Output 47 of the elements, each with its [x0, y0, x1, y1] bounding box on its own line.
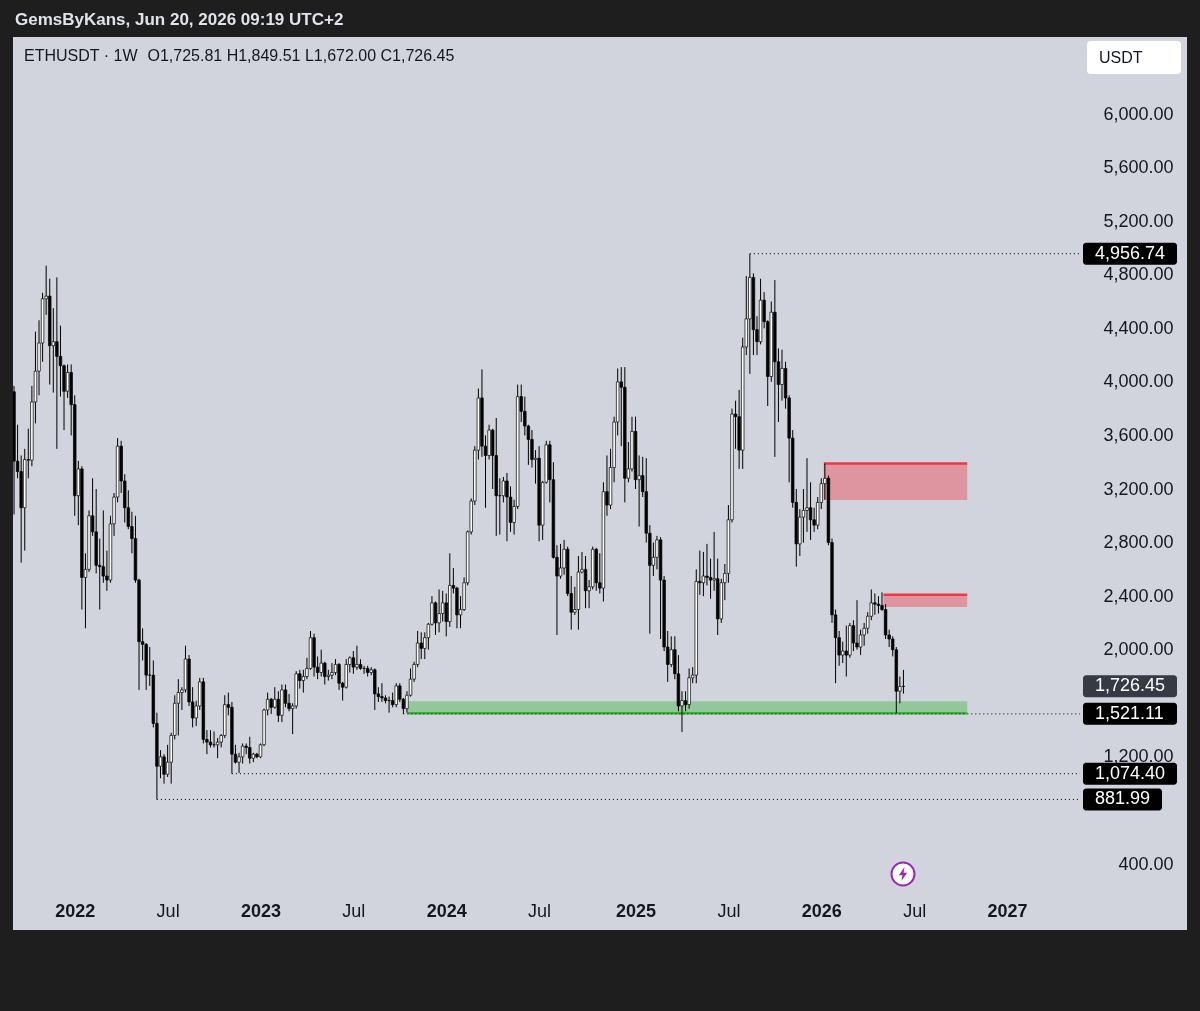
y-tick-label: 4,400.00	[1103, 317, 1174, 338]
x-tick-label: Jul	[156, 900, 180, 921]
candlestick	[176, 678, 180, 736]
y-tick-label: 3,600.00	[1103, 424, 1174, 445]
candlestick	[55, 276, 59, 450]
x-tick-label: 2025	[616, 900, 657, 921]
candlestick	[558, 543, 563, 580]
y-tick-label: 6,000.00	[1103, 103, 1174, 124]
y-tick-label: 2,800.00	[1103, 532, 1174, 553]
candlestick	[844, 625, 848, 677]
candlestick	[319, 649, 323, 677]
x-tick-label: Jul	[903, 900, 927, 921]
x-tick-label: 2024	[426, 900, 467, 921]
x-tick-label: 2023	[240, 900, 282, 921]
candlestick	[276, 690, 280, 723]
y-tick-label: 2,000.00	[1103, 639, 1174, 660]
x-tick-label: Jul	[528, 900, 552, 921]
x-tick-label: Jul	[717, 900, 741, 921]
x-tick-label: Jul	[342, 900, 366, 921]
candlestick	[841, 641, 845, 664]
ref-line-label: 4,956.74	[1095, 242, 1166, 263]
candlestick	[873, 592, 877, 616]
text: 1,726.45	[1095, 675, 1166, 696]
y-axis-title: USDT	[1087, 41, 1181, 74]
ref-line-label: 881.99	[1095, 788, 1151, 809]
text: O1,725.81 H1,849.51 L1,672.00 C1,726.45	[147, 47, 455, 64]
candlestick	[437, 588, 441, 633]
y-tick-label: 4,000.00	[1103, 371, 1174, 392]
x-tick-label: 2027	[987, 900, 1028, 921]
candlestick	[780, 349, 784, 402]
text: GemsByKans, Jun 20, 2026 09:19 UTC+2	[15, 10, 344, 30]
y-tick-label: 3,200.00	[1103, 478, 1174, 499]
y-tick-label: 5,600.00	[1103, 157, 1174, 178]
x-tick-label: 2026	[801, 900, 842, 921]
candlestick	[505, 472, 509, 542]
ref-line-label: 1,521.11	[1095, 702, 1164, 723]
candlestick	[583, 555, 588, 609]
candlestick	[901, 669, 906, 695]
y-tick-label: 4,800.00	[1103, 264, 1174, 285]
y-tick-label: 5,200.00	[1103, 210, 1174, 231]
y-tick-label: 2,400.00	[1103, 585, 1174, 606]
x-tick-label: 2022	[55, 900, 96, 921]
candlestick	[855, 599, 859, 651]
candlestick	[876, 595, 881, 615]
candlestick	[330, 662, 334, 680]
text: ETHUSDT · 1W	[24, 47, 138, 64]
y-tick-label: 400.00	[1118, 853, 1174, 874]
